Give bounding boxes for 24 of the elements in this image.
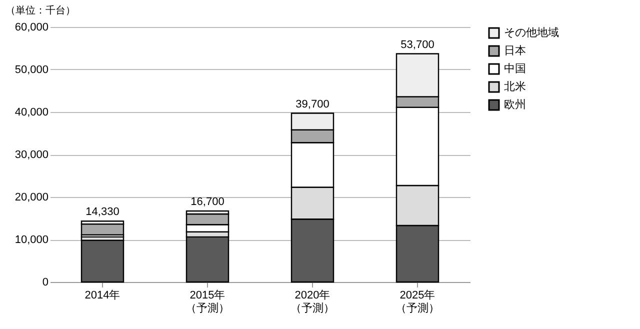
- bar: [186, 236, 230, 283]
- bar: [80, 223, 124, 236]
- bar: [80, 240, 124, 283]
- y-tick-label: 10,000: [14, 234, 48, 246]
- x-tick-label: 2015年（予測）: [186, 290, 230, 314]
- total-label: 14,330: [86, 206, 120, 218]
- y-tick-label: 40,000: [14, 106, 48, 118]
- legend-label: 北米: [504, 80, 526, 93]
- x-tick-label: 2020年（予測）: [290, 290, 334, 314]
- y-tick-label: 60,000: [14, 22, 48, 34]
- legend-label: 中国: [504, 62, 526, 75]
- y-tick-label: 50,000: [14, 64, 48, 76]
- y-tick-label: 20,000: [14, 192, 48, 204]
- total-label: 16,700: [190, 196, 224, 208]
- y-tick-label: 0: [42, 276, 48, 288]
- y-tick-label: 30,000: [14, 149, 48, 161]
- legend-label: 日本: [504, 44, 526, 57]
- legend-label: その他地域: [504, 26, 559, 39]
- x-tick-label: 2025年（予測）: [396, 290, 440, 314]
- total-label: 53,700: [400, 38, 434, 51]
- y-axis-title: （単位：千台）: [6, 4, 76, 16]
- x-tick-label: 2014年: [84, 290, 120, 302]
- total-label: 39,700: [296, 98, 330, 110]
- legend-label: 欧州: [504, 98, 526, 111]
